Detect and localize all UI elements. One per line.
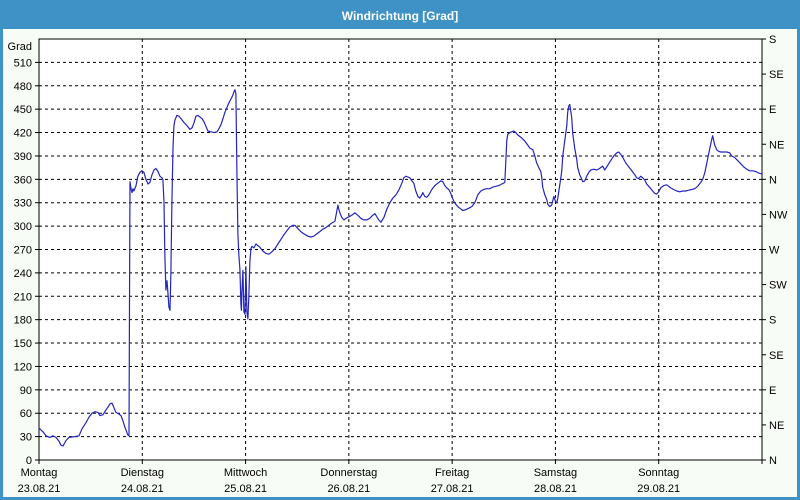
x-axis-day-label: Freitag (435, 467, 469, 479)
y-axis-label-right: S (769, 315, 776, 327)
wind-direction-chart: 0 30 60 90 120 150 180 210 240 270 300 330 360 390 420… (8, 34, 788, 495)
y-axis-label-right: N (769, 174, 777, 186)
y-axis-label-left: 300 (14, 221, 32, 233)
y-axis-label-left: 30 (20, 432, 32, 444)
x-axis-day-label: Montag (21, 467, 58, 479)
x-axis-date-label: 26.08.21 (327, 483, 370, 495)
y-axis-label-left: 510 (14, 57, 32, 69)
x-axis-date-label: 28.08.21 (534, 483, 577, 495)
y-axis-label-right: S (769, 34, 776, 46)
y-axis-label-left: 390 (14, 151, 32, 163)
wind-direction-line (38, 89, 763, 447)
y-axis-label-left: 90 (20, 385, 32, 397)
x-axis-date-label: 23.08.21 (18, 483, 61, 495)
x-axis-day-label: Sonntag (638, 467, 679, 479)
y-axis-label-left: 240 (14, 268, 32, 280)
chart-area: 0 30 60 90 120 150 180 210 240 270 300 330 360 390 420… (3, 29, 797, 497)
y-axis-label-left: 270 (14, 245, 32, 257)
y-axis-label-right: W (769, 245, 780, 257)
y-axis-label-left: 360 (14, 174, 32, 186)
y-axis-label-left: 210 (14, 291, 32, 303)
y-axis-label-left: 150 (14, 338, 32, 350)
y-axis-label-left: 120 (14, 361, 32, 373)
y-axis-label-right: SW (769, 280, 787, 292)
y-axis-label-right: N (769, 455, 777, 467)
x-axis-date-label: 29.08.21 (637, 483, 680, 495)
x-axis-date-label: 25.08.21 (224, 483, 267, 495)
x-axis-date-label: 27.08.21 (431, 483, 474, 495)
y-axis-label-right: SE (769, 69, 784, 81)
y-axis-label-right: E (769, 104, 776, 116)
title-bar: Windrichtung [Grad] (3, 3, 797, 29)
x-axis-day-label: Donnerstag (320, 467, 377, 479)
y-axis-label-right: NW (769, 209, 788, 221)
x-axis-date-label: 24.08.21 (121, 483, 164, 495)
x-axis-day-label: Mittwoch (224, 467, 267, 479)
y-axis-unit-label: Grad (8, 41, 32, 53)
y-axis-label-left: 480 (14, 81, 32, 93)
y-axis-label-left: 0 (26, 455, 32, 467)
y-axis-label-right: NE (769, 139, 784, 151)
window-title: Windrichtung [Grad] (341, 9, 459, 23)
y-axis-label-left: 420 (14, 128, 32, 140)
y-axis-label-left: 60 (20, 408, 32, 420)
y-axis-label-right: E (769, 385, 776, 397)
x-axis-day-label: Samstag (534, 467, 577, 479)
y-axis-label-right: NE (769, 420, 784, 432)
x-axis-day-label: Dienstag (121, 467, 164, 479)
y-axis-label-right: SE (769, 350, 784, 362)
y-axis-label-left: 450 (14, 104, 32, 116)
y-axis-label-left: 330 (14, 198, 32, 210)
y-axis-label-left: 180 (14, 315, 32, 327)
